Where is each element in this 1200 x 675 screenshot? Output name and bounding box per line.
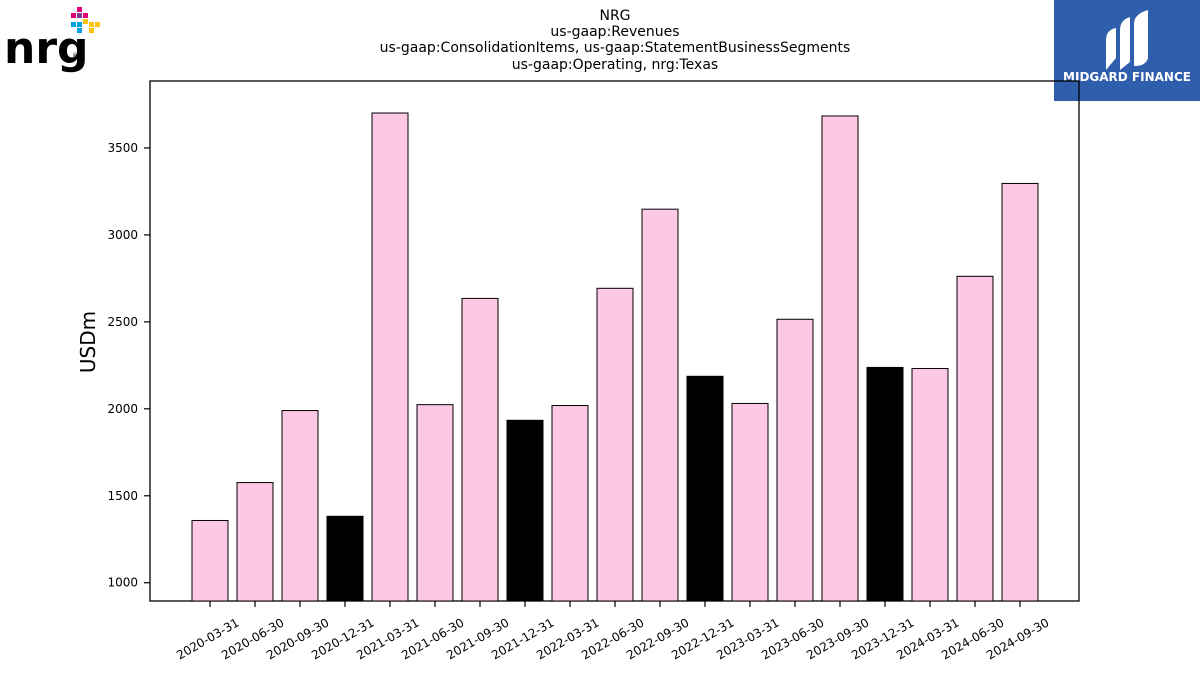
nrg-registered-mark: ® (72, 52, 79, 60)
x-axis: 2020-03-312020-06-302020-09-302020-12-31… (174, 601, 1052, 662)
bar-2024-03-31 (911, 367, 949, 602)
bar-2021-03-31 (371, 112, 409, 602)
bar-2020-12-31 (326, 515, 364, 602)
title-line-1: NRG (599, 8, 630, 24)
midgard-monogram-icon (1106, 10, 1148, 70)
bar-2022-09-30 (641, 208, 679, 602)
bar-2020-03-31 (191, 519, 229, 602)
midgard-logo-text: MIDGARD FINANCE (1063, 70, 1191, 84)
y-tick-label: 1500 (107, 489, 138, 503)
y-tick-label: 2000 (107, 402, 138, 416)
bar-2023-09-30 (821, 115, 859, 602)
y-axis: 1000 1500 2000 2500 3000 3500 (107, 141, 150, 590)
nrg-logo: nrg ® (4, 7, 100, 74)
nrg-logo-mark-icon (71, 7, 100, 33)
title-line-3: us-gaap:ConsolidationItems, us-gaap:Stat… (380, 40, 851, 56)
nrg-logo-text: nrg (4, 23, 89, 74)
bar-2024-06-30 (956, 275, 994, 602)
bar-2022-03-31 (551, 405, 589, 602)
bar-2021-12-31 (506, 419, 544, 602)
bar-2020-09-30 (281, 410, 319, 602)
y-axis-title: USDm (76, 311, 100, 373)
y-tick-label: 3000 (107, 228, 138, 242)
y-tick-label: 2500 (107, 315, 138, 329)
bar-2023-06-30 (776, 318, 814, 602)
bar-2023-12-31 (866, 366, 904, 602)
bar-2023-03-31 (731, 402, 769, 602)
bar-series (191, 112, 1039, 602)
bar-2024-09-30 (1001, 182, 1039, 602)
bar-2020-06-30 (236, 482, 274, 602)
bar-2021-09-30 (461, 297, 499, 602)
bar-2022-06-30 (596, 287, 634, 602)
y-tick-label: 3500 (107, 141, 138, 155)
bar-2021-06-30 (416, 404, 454, 602)
midgard-finance-logo: MIDGARD FINANCE (1054, 0, 1200, 101)
y-tick-label: 1000 (107, 576, 138, 590)
bar-2022-12-31 (686, 375, 724, 602)
chart-title: NRG us-gaap:Revenues us-gaap:Consolidati… (380, 8, 851, 73)
title-line-2: us-gaap:Revenues (550, 24, 679, 40)
title-line-4: us-gaap:Operating, nrg:Texas (512, 57, 718, 73)
